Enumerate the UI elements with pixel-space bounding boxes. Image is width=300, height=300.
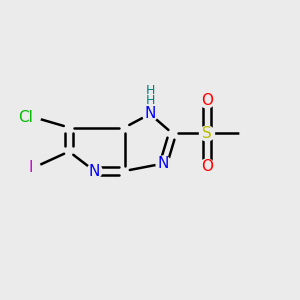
Circle shape (142, 106, 158, 122)
Text: N: N (158, 156, 169, 171)
Text: N: N (89, 164, 100, 178)
Text: N: N (144, 106, 156, 122)
Text: H: H (145, 83, 155, 97)
Circle shape (26, 110, 40, 124)
Circle shape (26, 160, 40, 175)
Circle shape (87, 164, 102, 178)
Text: O: O (201, 159, 213, 174)
Circle shape (240, 128, 252, 140)
Text: I: I (28, 160, 33, 175)
Circle shape (142, 82, 158, 98)
Circle shape (200, 159, 214, 174)
Circle shape (156, 156, 171, 171)
Text: Cl: Cl (18, 110, 33, 124)
Text: H: H (145, 94, 155, 107)
Circle shape (200, 126, 214, 141)
Text: O: O (201, 93, 213, 108)
Text: S: S (202, 126, 212, 141)
Circle shape (200, 93, 214, 108)
